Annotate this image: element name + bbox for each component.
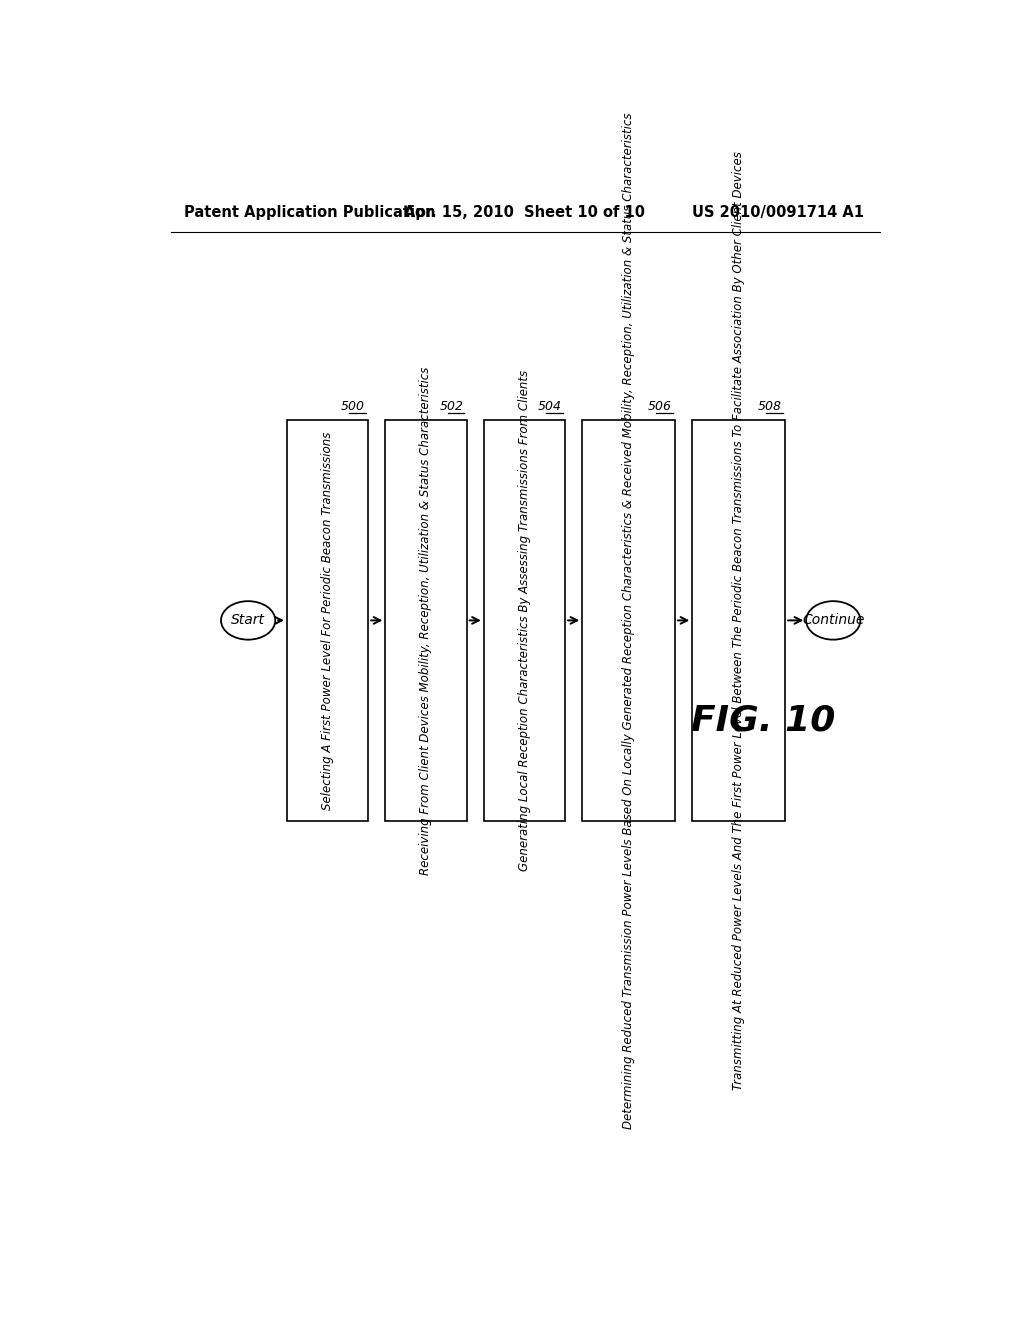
FancyBboxPatch shape [692,420,785,821]
Text: US 2010/0091714 A1: US 2010/0091714 A1 [692,205,864,220]
Text: Selecting A First Power Level For Periodic Beacon Transmissions: Selecting A First Power Level For Period… [322,432,334,809]
Ellipse shape [806,601,860,640]
Text: Determining Reduced Transmission Power Levels Based On Locally Generated Recepti: Determining Reduced Transmission Power L… [623,112,635,1129]
Text: Patent Application Publication: Patent Application Publication [183,205,435,220]
Text: 506: 506 [648,400,672,413]
Text: 508: 508 [758,400,782,413]
FancyBboxPatch shape [483,420,565,821]
Text: Transmitting At Reduced Power Levels And The First Power Level Between The Perio: Transmitting At Reduced Power Levels And… [732,150,745,1090]
Text: Continue: Continue [802,614,864,627]
Text: 502: 502 [439,400,464,413]
FancyBboxPatch shape [287,420,369,821]
Text: 504: 504 [538,400,562,413]
FancyBboxPatch shape [385,420,467,821]
Text: FIG. 10: FIG. 10 [691,704,836,738]
Text: Receiving From Client Devices Mobility, Reception, Utilization & Status Characte: Receiving From Client Devices Mobility, … [420,366,432,875]
FancyBboxPatch shape [583,420,675,821]
Text: Apr. 15, 2010  Sheet 10 of 10: Apr. 15, 2010 Sheet 10 of 10 [404,205,645,220]
Text: Start: Start [231,614,265,627]
Text: 500: 500 [341,400,366,413]
Ellipse shape [221,601,275,640]
Text: Generating Local Reception Characteristics By Assessing Transmissions From Clien: Generating Local Reception Characteristi… [518,370,530,871]
